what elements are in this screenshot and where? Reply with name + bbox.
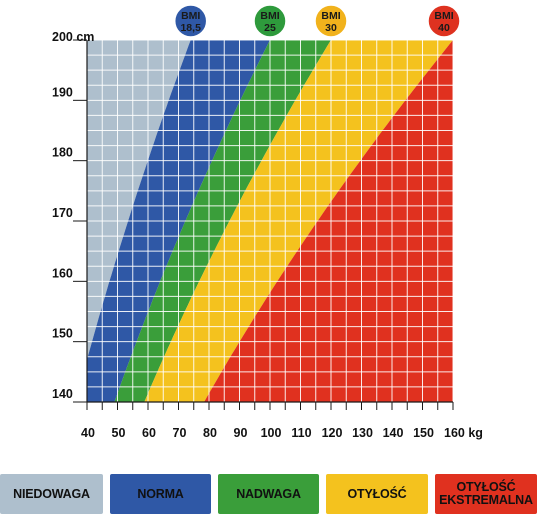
zone-1: [87, 40, 191, 360]
x-tick-label: 70: [173, 426, 187, 440]
x-tick-label: 110: [291, 426, 311, 440]
legend-item-otylosc-ekstremalna: OTYŁOŚĆ EKSTREMALNA: [435, 474, 537, 514]
bmi-badge-value: 30: [325, 22, 337, 34]
bmi-badge-circle: [314, 4, 348, 38]
bmi-badge-label: BMI: [321, 10, 340, 22]
bmi-badge-label: BMI: [434, 10, 453, 22]
bmi-badge-label: BMI: [181, 10, 200, 22]
bmi-badge-circle: [173, 4, 208, 38]
x-tick-label: 50: [112, 426, 126, 440]
x-tick-label: 160 kg: [444, 426, 483, 440]
x-tick-label: 100: [261, 426, 282, 440]
y-tick-label: 180: [52, 146, 73, 160]
y-tick-label: 150: [52, 327, 73, 341]
x-tick-label: 90: [234, 426, 248, 440]
bmi-badge-value: 25: [264, 22, 276, 34]
x-tick-label: 140: [383, 426, 404, 440]
bmi-badge-value: 40: [438, 22, 450, 34]
legend-item-nadwaga: NADWAGA: [218, 474, 319, 514]
x-tick-label: 130: [352, 426, 373, 440]
legend: NIEDOWAGA NORMA NADWAGA OTYŁOŚĆ OTYŁOŚĆ …: [0, 474, 537, 514]
y-tick-label: 170: [52, 206, 73, 220]
x-tick-label: 120: [322, 426, 343, 440]
y-tick-label: 200 cm: [52, 30, 94, 44]
tick-labels: 40 50 60 70 80 90 100 110 120 130 140 150 160 kg 140 1…: [52, 30, 483, 440]
y-tick-label: 140: [52, 387, 73, 401]
bmi-badge-circle: [253, 4, 287, 38]
y-tick-label: 190: [52, 85, 73, 99]
x-tick-label: 60: [142, 426, 156, 440]
legend-item-norma: NORMA: [110, 474, 211, 514]
x-tick-label: 40: [81, 426, 95, 440]
axes: [73, 39, 454, 410]
x-tick-label: 80: [203, 426, 217, 440]
legend-item-niedowaga: NIEDOWAGA: [0, 474, 103, 514]
grid-lines: [87, 40, 453, 402]
legend-item-otylosc: OTYŁOŚĆ: [326, 474, 428, 514]
y-tick-label: 160: [52, 266, 73, 280]
bmi-badge-label: BMI: [260, 10, 279, 22]
bmi-badge-circle: [427, 4, 461, 38]
bmi-badge-value: 18,5: [180, 22, 201, 34]
x-tick-label: 150: [413, 426, 434, 440]
